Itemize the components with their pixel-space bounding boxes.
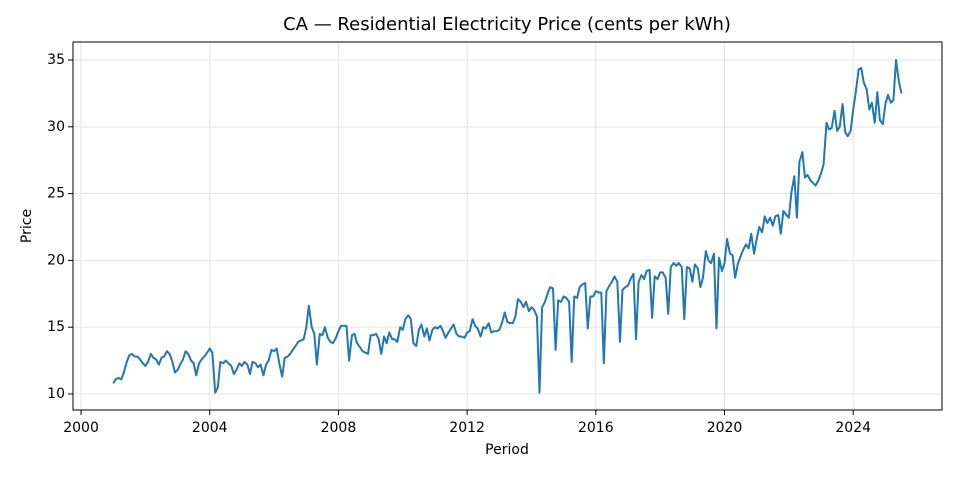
x-tick-label: 2008 (321, 420, 357, 436)
data-line (112, 59, 903, 394)
y-tick-label: 20 (47, 252, 65, 268)
y-tick-label: 10 (47, 386, 65, 402)
plot-frame (72, 41, 943, 411)
x-tick-label: 2020 (707, 420, 743, 436)
y-tick-label: 15 (47, 319, 65, 335)
y-tick-label: 35 (47, 52, 65, 68)
x-axis-label: Period (485, 442, 529, 458)
y-tick-label: 30 (47, 119, 65, 135)
chart-title: CA — Residential Electricity Price (cent… (283, 14, 731, 35)
y-axis-label: Price (19, 209, 35, 243)
x-tick-label: 2024 (835, 420, 871, 436)
x-tick-label: 2004 (192, 420, 228, 436)
x-tick-label: 2000 (63, 420, 99, 436)
x-tick-label: 2012 (449, 420, 485, 436)
y-tick-label: 25 (47, 186, 65, 202)
x-tick-label: 2016 (578, 420, 614, 436)
